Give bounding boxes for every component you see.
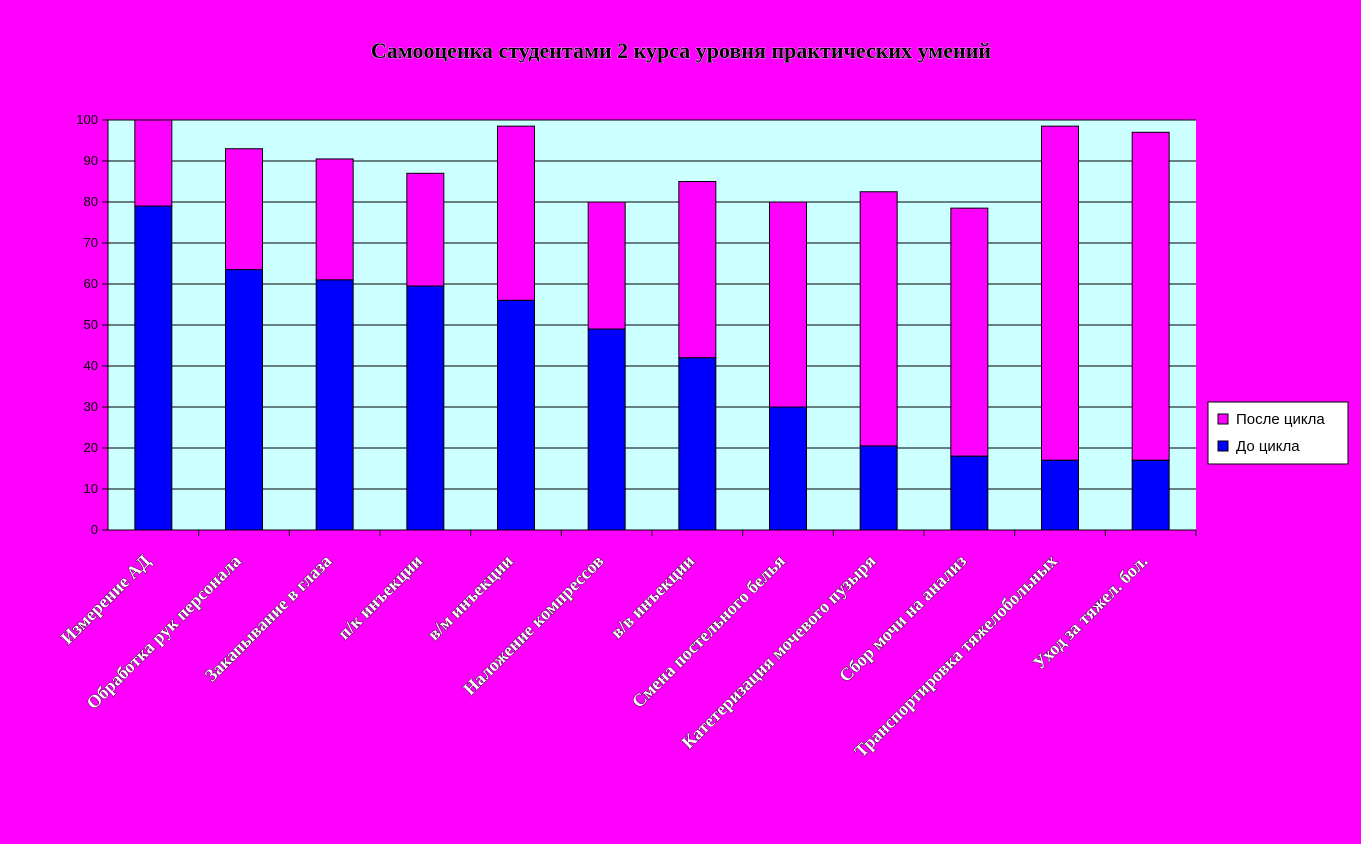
bar-after-cycle bbox=[134, 119, 173, 207]
y-tick-label: 70 bbox=[84, 235, 98, 250]
legend-label: После цикла bbox=[1236, 411, 1325, 428]
bar-after-cycle bbox=[225, 148, 263, 271]
legend-label: До цикла bbox=[1236, 438, 1300, 455]
bar-after-cycle bbox=[769, 201, 807, 408]
y-tick-label: 10 bbox=[84, 481, 98, 496]
legend: После цикла До цикла bbox=[1207, 401, 1349, 465]
category-label: Обработка рук персонала bbox=[82, 551, 244, 713]
bar-before-cycle bbox=[859, 445, 898, 531]
legend-box bbox=[1207, 401, 1349, 465]
bar-before-cycle bbox=[406, 285, 445, 531]
category-label: Катетеризация мочевого пузыря bbox=[678, 551, 880, 753]
bar-after-cycle bbox=[406, 172, 445, 287]
category-label: Измерение АД bbox=[57, 550, 155, 648]
y-tick-label: 20 bbox=[84, 440, 98, 455]
y-tick-label: 90 bbox=[84, 153, 98, 168]
y-tick-label: 60 bbox=[84, 276, 98, 291]
bar-before-cycle bbox=[315, 279, 354, 531]
y-tick-label: 100 bbox=[76, 112, 98, 127]
category-label: п/к инъекции bbox=[334, 551, 427, 644]
category-label: в/в инъекции bbox=[606, 551, 698, 643]
category-label: в/м инъекции bbox=[423, 551, 516, 644]
legend-swatch bbox=[1217, 440, 1229, 452]
y-tick-label: 0 bbox=[91, 522, 98, 537]
bar-after-cycle bbox=[315, 158, 354, 281]
bar-after-cycle bbox=[678, 181, 717, 359]
bar-before-cycle bbox=[134, 205, 173, 531]
bar-after-cycle bbox=[859, 191, 898, 447]
bar-before-cycle bbox=[587, 328, 626, 531]
legend-swatch bbox=[1217, 413, 1229, 425]
bar-after-cycle bbox=[587, 201, 626, 330]
plot-area: 0 10 20 30 40 50 60 70 80 90 100 Измерение АДОбрабо… bbox=[56, 112, 1197, 762]
bar-before-cycle bbox=[678, 357, 717, 531]
bar-after-cycle bbox=[1041, 125, 1079, 461]
y-tick-label: 30 bbox=[84, 399, 98, 414]
y-tick-label: 50 bbox=[84, 317, 98, 332]
bar-before-cycle bbox=[950, 455, 989, 531]
bar-after-cycle bbox=[1131, 131, 1170, 461]
category-label: Смена постельного белья bbox=[628, 551, 789, 712]
category-label: Транспортировка тяжелобольных bbox=[850, 551, 1061, 762]
bar-before-cycle bbox=[1131, 459, 1170, 531]
y-tick-label: 40 bbox=[84, 358, 98, 373]
bar-before-cycle bbox=[1041, 459, 1079, 531]
bar-after-cycle bbox=[497, 125, 535, 301]
bar-before-cycle bbox=[769, 406, 807, 531]
chart-title: Самооценка студентами 2 курса уровня пра… bbox=[371, 38, 991, 63]
bar-before-cycle bbox=[497, 299, 535, 531]
bar-after-cycle bbox=[950, 207, 989, 457]
bar-before-cycle bbox=[225, 269, 263, 531]
y-tick-label: 80 bbox=[84, 194, 98, 209]
